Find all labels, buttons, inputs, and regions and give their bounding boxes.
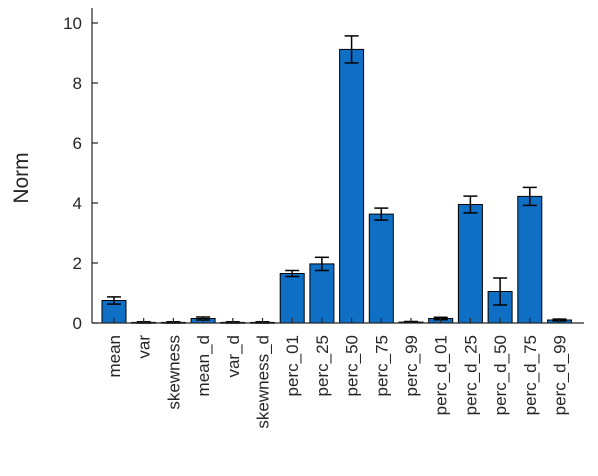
x-tick-label: skewness [164,335,183,410]
x-tick-label: perc_d_25 [461,335,480,415]
y-tick-label: 2 [73,254,82,273]
y-axis-label: Norm [10,152,33,203]
x-tick-label: mean_d [194,335,213,396]
y-tick-label: 4 [73,194,82,213]
x-axis-ticks: mean var skewness mean_d var_d skewness_d perc… [105,318,570,429]
error-bar [374,207,389,221]
x-tick-label: mean [105,335,124,378]
x-tick-label: perc_d_01 [432,335,451,415]
bar [339,48,365,324]
y-tick-label: 0 [73,314,82,333]
bars [101,48,572,324]
error-bar [463,195,478,214]
error-bar [107,296,121,305]
error-bar [522,186,537,207]
error-bar [344,35,359,64]
error-bars [107,35,567,324]
x-tick-label: var [135,335,154,359]
x-tick-label: var_d [224,335,243,378]
x-tick-label: perc_01 [283,335,302,396]
x-tick-label: perc_d_99 [551,335,570,415]
error-bar [314,256,329,272]
error-bar [285,269,300,278]
bar [368,213,394,324]
bar [517,195,543,324]
x-tick-label: perc_25 [313,335,332,396]
error-bar [493,277,508,306]
bar [279,273,305,324]
y-tick-label: 10 [63,14,82,33]
x-tick-label: skewness_d [254,335,273,429]
x-tick-label: perc_50 [343,335,362,396]
x-tick-label: perc_d_75 [521,335,540,415]
y-tick-label: 8 [73,74,82,93]
bar [309,263,335,324]
y-axis-ticks: 0 2 4 6 8 10 [63,14,98,333]
y-tick-label: 6 [73,134,82,153]
x-tick-label: perc_99 [402,335,421,396]
x-tick-label: perc_d_50 [491,335,510,415]
bar [457,204,483,324]
x-tick-label: perc_75 [372,335,391,396]
